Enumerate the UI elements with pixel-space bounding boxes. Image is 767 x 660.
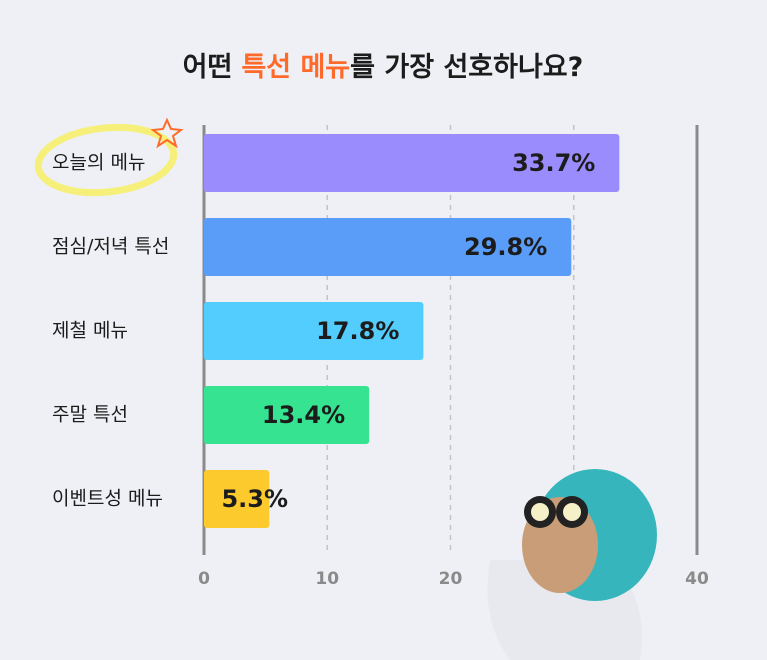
chart-title: 어떤 특선 메뉴를 가장 선호하나요?	[183, 52, 584, 83]
title-part: 를 가장 선호하나요?	[350, 52, 583, 83]
bar	[204, 302, 424, 360]
value-label: 33.7%	[512, 149, 595, 177]
x-tick-label: 40	[685, 569, 709, 589]
value-label: 13.4%	[262, 401, 345, 429]
x-tick-label: 0	[198, 569, 210, 589]
binocular-lens	[563, 503, 581, 521]
bar	[204, 386, 370, 444]
y-tick-label: 제철 메뉴	[52, 320, 128, 342]
value-label: 29.8%	[464, 233, 547, 261]
bar	[204, 134, 620, 192]
plot: 0 10 20 40 오늘의 메뉴 33.7% 점심/저녁 특선 29.8% 제철 메뉴 17.8…	[52, 125, 709, 589]
character	[487, 469, 657, 660]
highlight-circle	[34, 123, 178, 197]
x-tick-label: 20	[439, 569, 463, 589]
bar	[204, 218, 572, 276]
y-tick-label: 주말 특선	[52, 404, 128, 426]
y-tick-label: 오늘의 메뉴	[52, 152, 145, 174]
x-tick-label: 10	[315, 569, 339, 589]
bar	[204, 470, 270, 528]
y-tick-label: 이벤트성 메뉴	[52, 488, 163, 510]
value-label: 5.3%	[221, 485, 288, 513]
title-highlight: 특선 메뉴	[241, 52, 350, 83]
binocular-lens	[531, 503, 549, 521]
value-label: 17.8%	[316, 317, 399, 345]
title-part: 어떤	[183, 52, 233, 83]
star-icon	[150, 117, 184, 149]
y-tick-label: 점심/저녁 특선	[52, 236, 169, 258]
